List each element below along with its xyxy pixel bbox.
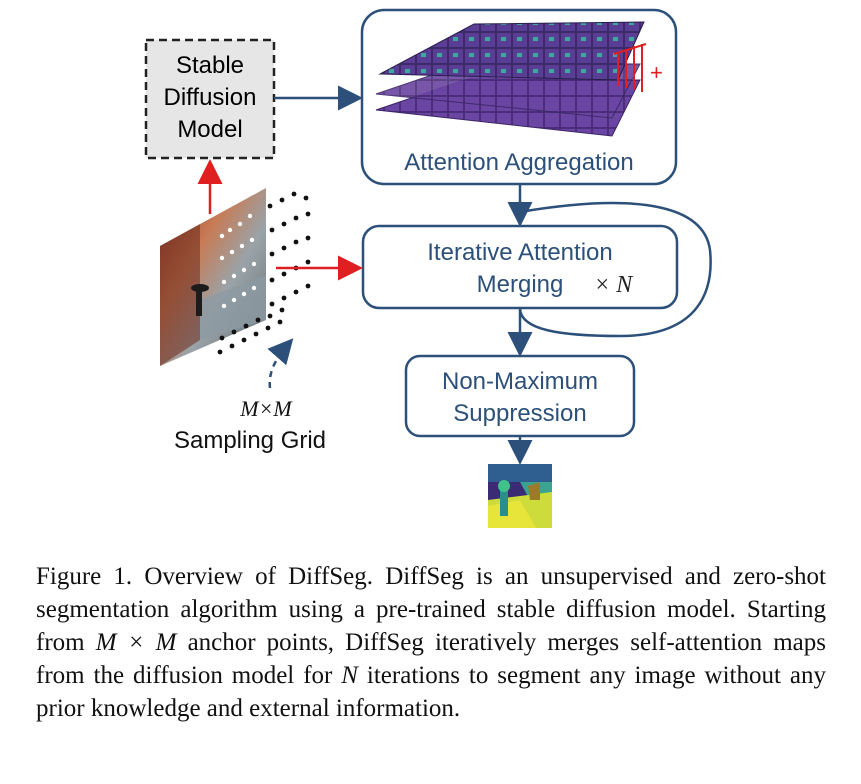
grid-size-label: M×M bbox=[239, 396, 293, 421]
iterations-label: × N bbox=[594, 272, 634, 298]
sampling-grid-label: Sampling Grid bbox=[174, 427, 326, 454]
caption-figure-label: Figure 1. bbox=[36, 563, 133, 590]
aggregation-bars bbox=[613, 43, 647, 92]
sd-label-line-3: Model bbox=[177, 116, 242, 143]
sampling-grid-dots bbox=[217, 191, 311, 355]
sd-label-line-2: Diffusion bbox=[164, 84, 257, 111]
plus-sign: + bbox=[650, 60, 663, 85]
caption-text-2: anchor points, DiffSeg iteratively merge… bbox=[36, 629, 827, 689]
figure-caption: Figure 1. Overview of DiffSeg. DiffSeg i… bbox=[36, 560, 826, 725]
caption-math-2: N bbox=[341, 662, 358, 689]
nms-box: Non-Maximum Suppression bbox=[404, 354, 636, 438]
input-image bbox=[160, 188, 266, 366]
caption-title: Overview of DiffSeg. bbox=[144, 563, 374, 590]
merging-label-line-2: Merging bbox=[477, 271, 564, 298]
merging-label-line-1: Iterative Attention bbox=[427, 239, 612, 266]
caption-text-1: DiffSeg is an unsupervised and zero-shot… bbox=[36, 563, 827, 656]
nms-label-line-2: Suppression bbox=[453, 400, 586, 427]
sd-label-line-1: Stable bbox=[176, 52, 244, 79]
caption-text-3: iterations to segment any image without … bbox=[36, 662, 826, 722]
grid-label-pointer bbox=[267, 338, 294, 389]
attention-aggregation-label: Attention Aggregation bbox=[404, 149, 634, 176]
merging-loop-arrow bbox=[518, 201, 712, 338]
segmentation-output-image bbox=[488, 464, 552, 528]
iterative-attention-merging-box: Iterative Attention Merging × N bbox=[361, 224, 679, 310]
nms-label-line-1: Non-Maximum bbox=[442, 368, 598, 395]
attention-aggregation-box: + Attention Aggregation bbox=[360, 8, 678, 186]
attention-maps-stack: + bbox=[375, 21, 663, 137]
caption-math-1: M × M bbox=[95, 629, 177, 656]
diffseg-overview-diagram: Stable Diffusion Model + Attention Aggre… bbox=[144, 8, 712, 528]
stable-diffusion-model-box: Stable Diffusion Model bbox=[144, 38, 276, 160]
